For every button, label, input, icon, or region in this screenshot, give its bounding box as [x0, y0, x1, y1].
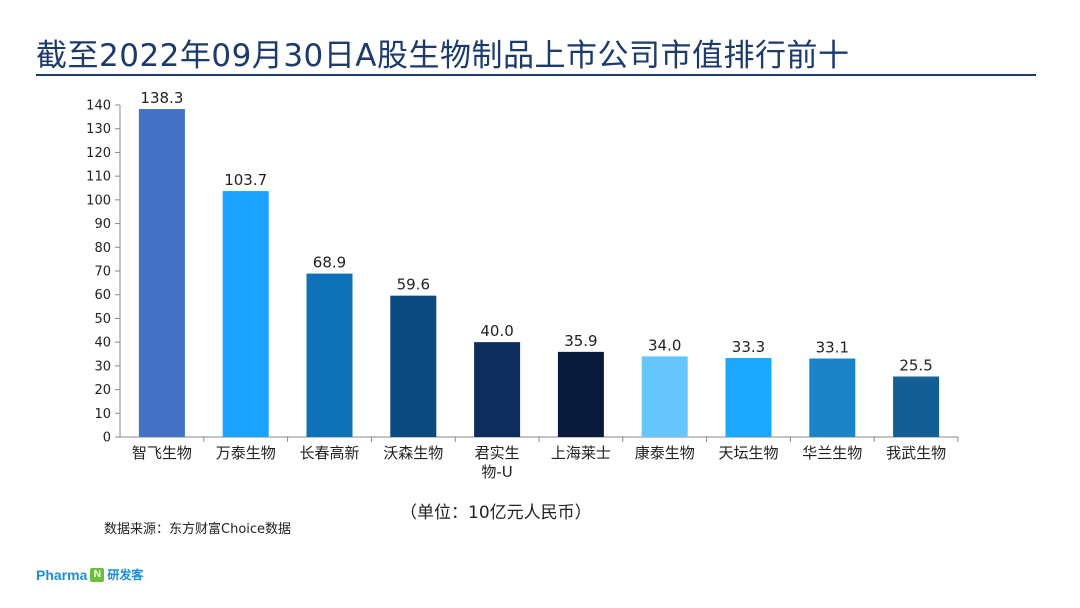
y-tick-label: 90 — [94, 217, 111, 232]
bar — [725, 358, 772, 437]
unit-note: （单位：10亿元人民币） — [400, 503, 592, 523]
y-tick-label: 50 — [94, 312, 111, 327]
bar-value-label: 35.9 — [564, 332, 597, 350]
bar-value-label: 68.9 — [313, 254, 346, 272]
y-tick-label: 40 — [94, 336, 111, 351]
y-tick-label: 140 — [86, 99, 111, 114]
bar — [641, 356, 688, 437]
bar-value-label: 33.1 — [816, 339, 849, 357]
bar-value-label: 25.5 — [899, 357, 932, 375]
bar — [138, 109, 185, 437]
y-tick-label: 70 — [94, 265, 111, 280]
x-category-label: 智飞生物 — [132, 444, 192, 462]
brand-logo: Pharma N 研发客 — [36, 566, 143, 583]
bar — [306, 273, 353, 437]
bar-value-label: 40.0 — [480, 322, 513, 340]
bar — [222, 191, 269, 437]
x-category-label: 长春高新 — [299, 444, 359, 462]
title-underline — [36, 74, 1036, 76]
x-category-label: 沃森生物 — [383, 444, 443, 462]
y-tick-label: 120 — [86, 146, 111, 161]
y-tick-label: 110 — [86, 170, 111, 185]
bar-value-label: 34.0 — [648, 336, 681, 354]
bar — [809, 358, 856, 437]
brand-name: Pharma — [36, 566, 88, 583]
bar — [893, 376, 940, 437]
y-tick-label: 20 — [94, 383, 111, 398]
x-category-label: 天坛生物 — [718, 444, 778, 462]
y-tick-label: 10 — [94, 407, 111, 422]
y-tick-label: 30 — [94, 359, 111, 374]
bar-value-label: 138.3 — [140, 89, 183, 107]
y-tick-label: 130 — [86, 122, 111, 137]
x-category-label: 华兰生物 — [802, 444, 862, 462]
x-category-label: 君实生 — [475, 444, 520, 462]
bar-value-label: 33.3 — [732, 338, 765, 356]
x-category-label: 上海莱士 — [551, 444, 611, 462]
x-category-label: 物-U — [481, 463, 512, 481]
y-tick-label: 0 — [103, 431, 111, 446]
bar — [474, 342, 521, 437]
y-tick-label: 100 — [86, 193, 111, 208]
y-tick-label: 80 — [94, 241, 111, 256]
source-note: 数据来源：东方财富Choice数据 — [104, 522, 292, 537]
bar — [557, 351, 604, 437]
x-category-label: 康泰生物 — [635, 444, 695, 462]
chart-title: 截至2022年09月30日A股生物制品上市公司市值排行前十 — [36, 38, 850, 74]
brand-cn: 研发客 — [107, 568, 144, 582]
x-category-label: 万泰生物 — [216, 444, 276, 462]
bar-value-label: 103.7 — [224, 171, 267, 189]
bar-value-label: 59.6 — [397, 276, 430, 294]
brand-mark-icon: N — [90, 567, 105, 582]
bar — [390, 295, 437, 437]
y-tick-label: 60 — [94, 288, 111, 303]
x-category-label: 我武生物 — [886, 444, 946, 462]
